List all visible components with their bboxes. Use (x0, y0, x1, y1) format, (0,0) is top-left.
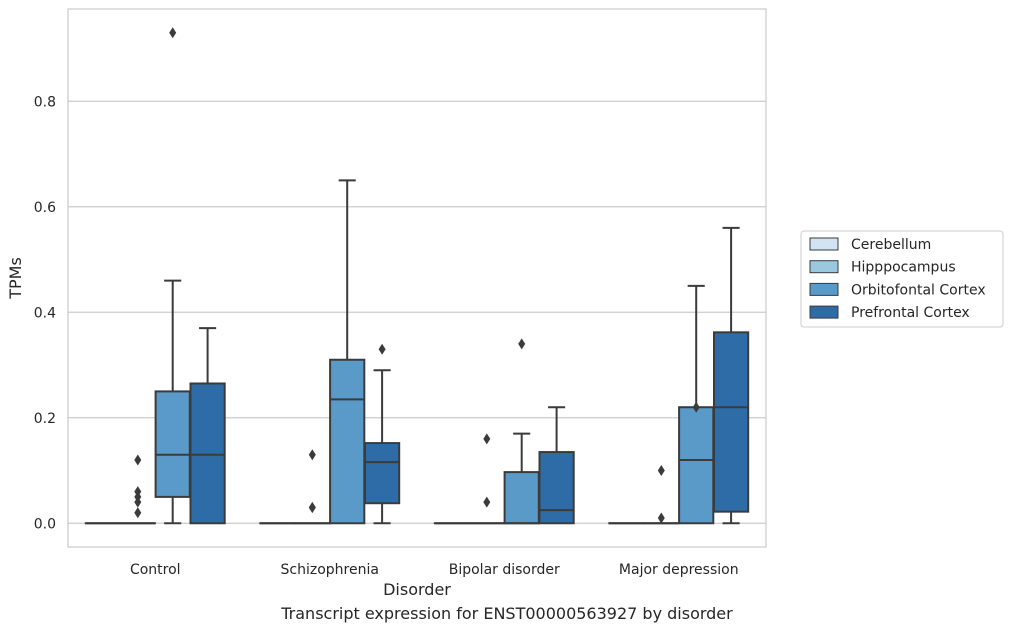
box (329, 358, 366, 525)
outlier-point (657, 465, 665, 477)
x-tick-label: Control (130, 562, 181, 578)
x-tick-label: Major depression (619, 562, 739, 578)
y-tick-label: 0.2 (34, 411, 56, 427)
x-axis-ticks: Control Schizophrenia Bipolar disorder Majo… (130, 562, 739, 578)
plot-frame (67, 8, 767, 548)
x-tick-label: Schizophrenia (281, 562, 379, 578)
outlier-point (169, 27, 177, 39)
box (712, 331, 750, 513)
outlier-point (483, 433, 491, 445)
legend-swatch (809, 282, 839, 296)
y-axis-label: TPMs (6, 257, 25, 300)
outlier-point (134, 507, 142, 519)
y-tick-label: 0.6 (34, 200, 56, 216)
x-tick-label: Bipolar disorder (449, 562, 560, 578)
legend-label: Orbitofontal Cortex (851, 282, 986, 298)
legend-swatch (809, 260, 839, 274)
box (538, 451, 575, 525)
outlier-point (134, 491, 142, 503)
y-axis-ticks: 0.0 0.2 0.4 0.6 0.8 (34, 94, 56, 532)
outlier-point (134, 454, 142, 466)
plot-area (84, 27, 750, 525)
box (503, 471, 540, 525)
outlier-point (692, 401, 700, 413)
outlier-point (308, 501, 316, 513)
legend-swatch (809, 237, 839, 251)
box (363, 442, 401, 505)
legend-swatch (809, 305, 839, 319)
outlier-point (518, 338, 526, 350)
y-tick-label: 0.4 (34, 305, 56, 321)
legend: Cerebellum Hipppocampus Orbitofontal Corte… (800, 230, 1004, 328)
legend-frame (800, 230, 1004, 328)
box (154, 390, 191, 498)
outlier-point (308, 449, 316, 461)
outlier-point (483, 496, 491, 508)
outlier-point (378, 343, 386, 355)
y-tick-label: 0.0 (34, 516, 56, 532)
box (189, 382, 226, 525)
legend-label: Prefrontal Cortex (851, 305, 970, 321)
figure-caption: Transcript expression for ENST0000056392… (281, 604, 733, 623)
box-plot-chart: 0.0 0.2 0.4 0.6 0.8 Control Schizophrenia Bipo… (6, 8, 1004, 599)
outlier-point (657, 512, 665, 524)
legend-label: Cerebellum (851, 237, 931, 253)
box (678, 406, 715, 525)
x-axis-label: Disorder (383, 580, 451, 599)
legend-label: Hipppocampus (851, 260, 956, 276)
y-tick-label: 0.8 (34, 94, 56, 110)
